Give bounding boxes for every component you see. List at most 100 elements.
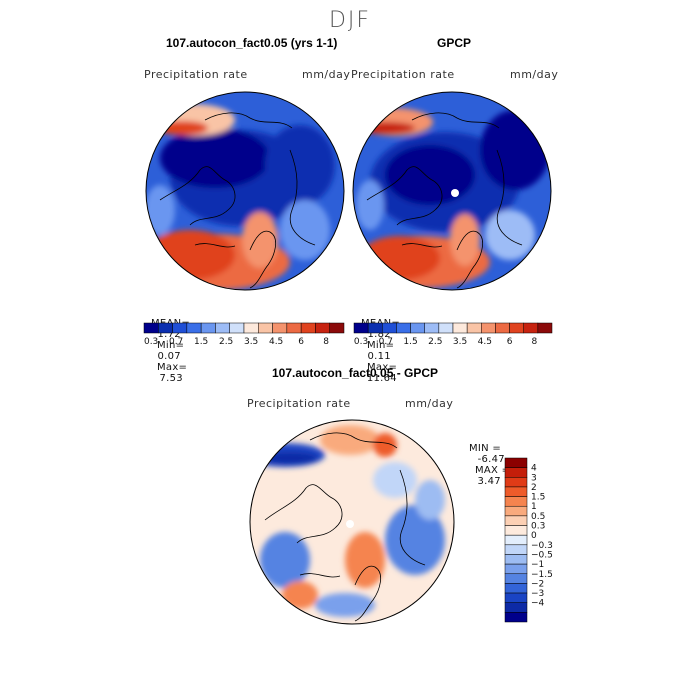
colorbar3-swatch (504, 554, 528, 565)
map1-canada-low (160, 128, 270, 188)
panel2-units: mm/day (510, 68, 559, 81)
panel3-min-label: MIN = (468, 443, 502, 454)
colorbar3-swatch (504, 592, 528, 603)
colorbar3-swatch (504, 563, 528, 575)
map3-left-pos (282, 581, 318, 609)
map2-missing-pole (451, 189, 459, 197)
colorbar2-swatch (438, 322, 454, 334)
panel2-max: 11.64 (366, 373, 397, 384)
colorbar1-swatch (258, 322, 273, 334)
colorbar2-swatch (495, 322, 510, 334)
colorbar3-tick-label: −1.5 (531, 570, 553, 580)
colorbar2-swatch (396, 322, 411, 334)
map2-border (352, 91, 552, 291)
colorbar2-tick-label: 1.5 (403, 337, 417, 347)
panel3-title: 107.autocon_fact0.05 - GPCP (272, 366, 439, 380)
panel1-min-label: Min= (156, 340, 185, 351)
map3-east-neg (385, 505, 445, 575)
map1-atlantic-high (146, 230, 235, 280)
colorbar1-swatch (158, 322, 173, 334)
colorbar3-swatch (504, 583, 528, 594)
panel2-max-label: Max= (366, 362, 398, 373)
colorbar1-swatch (215, 322, 230, 334)
colorbar2-swatch (410, 322, 425, 334)
colorbar-panel2: 0.3 0.7 1.5 2.5 3.5 4.5 6 8 (353, 322, 553, 347)
colorbar3-tick-label: 0.3 (531, 522, 545, 532)
colorbar3-swatch (504, 602, 528, 613)
panel2-min: 0.11 (367, 351, 391, 362)
panel2-title: GPCP (437, 36, 472, 50)
colorbar3-swatch (504, 457, 528, 468)
panel2-variable: Precipitation rate (351, 68, 455, 81)
map2-pacific-red (355, 122, 415, 134)
colorbar3-tick-label: −4 (531, 599, 545, 609)
colorbar3-tick-label: 0 (531, 531, 537, 541)
colorbar3-swatch (504, 612, 528, 623)
colorbar2-swatch (367, 322, 383, 334)
panel1-map (146, 92, 344, 290)
colorbar3-swatch (504, 467, 528, 478)
map3-light-blue (373, 462, 417, 498)
panel2-mean: 1.82 (367, 329, 391, 340)
map3-west-neg (260, 532, 310, 588)
panel1-variable: Precipitation rate (144, 68, 248, 81)
map2-east-low (480, 110, 550, 190)
map3-coastlines (264, 432, 426, 622)
colorbar3-swatch (504, 505, 528, 517)
colorbar1-swatch (272, 322, 288, 334)
colorbar3-tick-label: 3 (531, 473, 537, 483)
map3-east-neg-2 (415, 480, 445, 520)
map1-pacific-red (156, 121, 208, 135)
map1-field (146, 104, 335, 290)
colorbar1-tick-label: 6 (298, 337, 304, 347)
colorbar3-swatch (504, 573, 528, 584)
colorbar1-swatch (329, 322, 345, 334)
colorbar3-swatch (504, 496, 528, 507)
map2-coastlines (366, 112, 523, 289)
colorbar3-swatch (504, 534, 528, 546)
panel3-max: 3.47 (477, 476, 501, 487)
colorbar1-tick-label: 8 (323, 337, 329, 347)
panel3-variable: Precipitation rate (247, 397, 351, 410)
colorbar1-swatch (172, 322, 188, 334)
panel3-min: -6.47 (477, 454, 505, 465)
colorbar3-tick-label: −2 (531, 579, 544, 589)
season-title: DJF (328, 8, 372, 33)
colorbar3-tick-label: −1 (531, 560, 544, 570)
colorbar1-tick-label: 4.5 (269, 337, 283, 347)
colorbar1-tick-label: 2.5 (219, 337, 233, 347)
colorbar3-tick-label: 1.5 (531, 493, 545, 503)
map1-scand-high (242, 212, 278, 268)
colorbar2-tick-label: 8 (531, 337, 537, 347)
panel1-title: 107.autocon_fact0.05 (yrs 1-1) (166, 36, 338, 50)
map3-center-pos (345, 532, 385, 588)
panel3-units: mm/day (405, 397, 454, 410)
colorbar1-tick-label: 0.7 (169, 337, 183, 347)
colorbar1-swatch (186, 322, 202, 334)
map2-atlantic-high (360, 236, 440, 280)
map1-siberia-low (265, 125, 335, 205)
panel1-min: 0.07 (157, 351, 181, 362)
panel2-min-label: Min= (366, 340, 395, 351)
colorbar1-swatch (243, 322, 259, 334)
colorbar1-swatch (315, 322, 330, 334)
map2-core-low (385, 145, 475, 205)
colorbar1-swatch (143, 322, 159, 334)
colorbar3-tick-label: 1 (531, 502, 537, 512)
colorbar2-swatch (537, 322, 553, 334)
colorbar2-tick-label: 0.7 (379, 337, 393, 347)
map1-light-patch (280, 200, 330, 260)
map3-south-neg (315, 593, 375, 617)
map1-light-patch-2 (146, 185, 175, 235)
colorbar3-swatch (504, 515, 528, 526)
colorbar3-tick-label: −3 (531, 589, 544, 599)
colorbar3-tick-label: 4 (531, 464, 537, 474)
colorbar3-tick-label: 2 (531, 483, 537, 493)
colorbar2-swatch (481, 322, 496, 334)
map2-scand-high (450, 214, 480, 266)
colorbar2-tick-label: 0.3 (354, 337, 368, 347)
panel1-units: mm/day (302, 68, 351, 81)
map2-light-patch (485, 210, 535, 260)
